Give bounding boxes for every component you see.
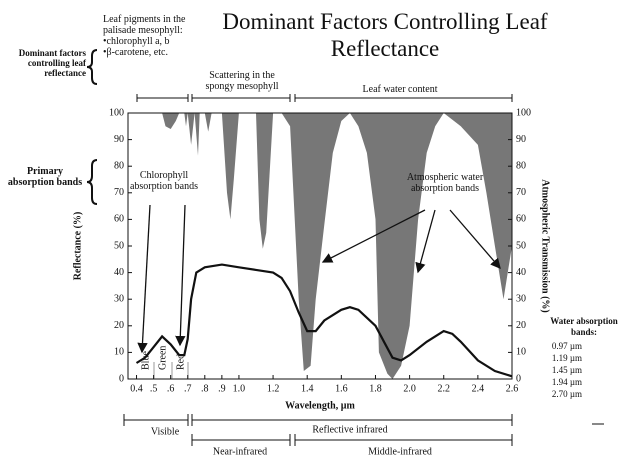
brace xyxy=(86,49,98,85)
x-tick-label: .5 xyxy=(150,383,158,394)
band-label: Red xyxy=(175,354,186,370)
x-tick-label: 2.2 xyxy=(437,383,450,394)
water-bands-list: 0.97 µm 1.19 µm 1.45 µm 1.94 µm 2.70 µm xyxy=(548,340,582,400)
scattering-note: Scattering in the spongy mesophyll xyxy=(205,70,279,92)
y2-tick-label: 100 xyxy=(516,107,531,118)
y2-tick-label: 90 xyxy=(516,134,526,145)
range-brackets xyxy=(123,94,604,446)
y-tick-label: 0 xyxy=(119,373,124,384)
y-tick-label: 30 xyxy=(114,293,124,304)
x-tick-label: .6 xyxy=(167,383,175,394)
water-band: 0.97 µm xyxy=(551,341,582,351)
arrow xyxy=(137,204,151,354)
range-label: Middle-infrared xyxy=(368,446,432,457)
y-tick-label: 70 xyxy=(114,187,124,198)
chlorophyll-note: Chlorophyll absorption bands xyxy=(129,170,199,192)
factors-heading: Dominant factors controlling leaf reflec… xyxy=(18,48,86,78)
x-tick-label: 0.4 xyxy=(130,383,143,394)
arrow xyxy=(175,204,186,347)
y2-tick-label: 40 xyxy=(516,267,526,278)
y2-tick-label: 20 xyxy=(516,320,526,331)
water-band: 2.70 µm xyxy=(551,389,582,399)
y2-tick-label: 10 xyxy=(516,347,526,358)
arrow xyxy=(415,209,436,274)
water-note: Leaf water content xyxy=(362,84,438,95)
y2-tick-label: 50 xyxy=(516,240,526,251)
y-tick-label: 90 xyxy=(114,134,124,145)
x-tick-label: .9 xyxy=(218,383,226,394)
pigments-note: Leaf pigments in the palisade mesophyll:… xyxy=(103,14,203,58)
water-band: 1.45 µm xyxy=(551,365,582,375)
y2-tick-label: 60 xyxy=(516,214,526,225)
water-bands-heading: Water absorption bands: xyxy=(550,316,618,337)
y-tick-label: 80 xyxy=(114,160,124,171)
y-tick-label: 10 xyxy=(114,347,124,358)
x-tick-label: 1.6 xyxy=(335,383,348,394)
range-label: Near-infrared xyxy=(213,446,267,457)
reflectance-line xyxy=(135,263,513,378)
x-tick-label: 1.4 xyxy=(301,383,314,394)
y-tick-label: 20 xyxy=(114,320,124,331)
y2-tick-label: 80 xyxy=(516,160,526,171)
water-band: 1.19 µm xyxy=(551,353,582,363)
x-tick-label: 1.0 xyxy=(233,383,246,394)
band-label: Blue xyxy=(140,351,151,370)
x-axis-label: Wavelength, µm xyxy=(285,400,355,411)
pigments-text: Leaf pigments in the palisade mesophyll: xyxy=(103,14,186,36)
chart-title: Dominant Factors Controlling Leaf Reflec… xyxy=(222,9,548,61)
transmission-area xyxy=(136,113,512,379)
y-axis-label: Reflectance (%) xyxy=(72,212,83,281)
water-band: 1.94 µm xyxy=(551,377,582,387)
x-tick-label: .8 xyxy=(201,383,209,394)
x-tick-label: 2.4 xyxy=(472,383,485,394)
pigments-item: β-carotene, etc. xyxy=(103,47,203,58)
y-tick-label: 40 xyxy=(114,267,124,278)
brace xyxy=(86,159,98,205)
pigments-item: chlorophyll a, b xyxy=(103,36,203,47)
x-tick-label: 1.2 xyxy=(267,383,280,394)
x-tick-label: 1.8 xyxy=(369,383,382,394)
y2-tick-label: 30 xyxy=(516,293,526,304)
y2-tick-label: 0 xyxy=(516,373,521,384)
y-tick-label: 100 xyxy=(109,107,124,118)
primary-note: Primary absorption bands xyxy=(7,166,83,188)
arrow xyxy=(449,209,501,269)
atmospheric-note: Atmospheric water absorption bands xyxy=(406,172,484,194)
x-tick-label: .7 xyxy=(184,383,192,394)
arrow xyxy=(321,209,426,263)
y2-tick-label: 70 xyxy=(516,187,526,198)
range-label: Reflective infrared xyxy=(312,424,387,435)
x-tick-label: 2.0 xyxy=(403,383,416,394)
band-label: Green xyxy=(157,346,168,370)
x-tick-label: 2.6 xyxy=(506,383,519,394)
y-tick-label: 60 xyxy=(114,214,124,225)
y2-axis-label: Atmospheric Transmission (%) xyxy=(540,179,551,313)
range-label: Visible xyxy=(151,426,180,437)
y-tick-label: 50 xyxy=(114,240,124,251)
